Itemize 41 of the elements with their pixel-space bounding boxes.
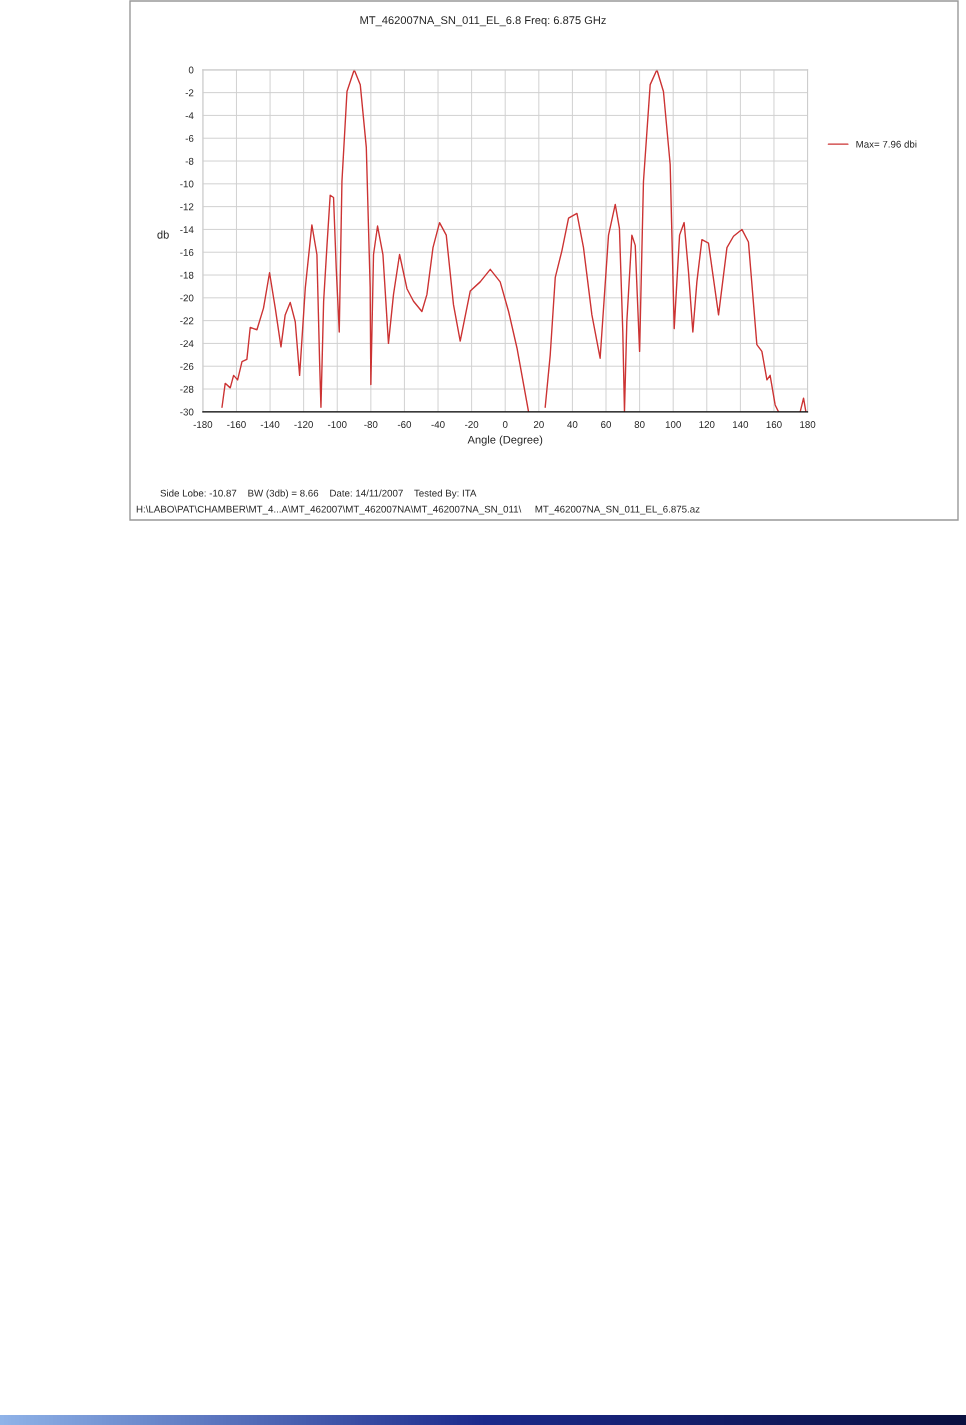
y-tick-label: -26 bbox=[180, 362, 194, 370]
y-tick-label: -4 bbox=[185, 112, 194, 119]
x-tick-label: -180 bbox=[193, 421, 213, 428]
y-tick-label: -18 bbox=[180, 271, 194, 279]
x-tick-label: 60 bbox=[601, 421, 612, 428]
x-tick-label: -160 bbox=[227, 421, 246, 428]
x-tick-label: -140 bbox=[260, 421, 280, 428]
text: H:\LABO\PAT\CHAMBER\MT_4...A\MT_462007\MT_462007NA\MT_462007NA_SN_011\ MT_462007NA_SN_011_EL_6.875.az bbox=[136, 505, 700, 515]
x-tick-label: -120 bbox=[294, 421, 313, 428]
x-tick-label: 20 bbox=[533, 421, 544, 428]
y-tick-label: -12 bbox=[180, 203, 194, 211]
legend-label: Max= 7.96 dbi bbox=[856, 140, 917, 148]
y-tick-label: -10 bbox=[180, 180, 194, 188]
x-tick-label: 0 bbox=[502, 421, 508, 428]
x-tick-label: -80 bbox=[364, 421, 378, 428]
x-axis-title: Angle (Degree) bbox=[467, 435, 543, 446]
text: Side Lobe: -10.87 BW (3db) = 8.66 Date: 14/11/2007 Tested By: ITA bbox=[160, 489, 477, 499]
y-tick-label: -22 bbox=[180, 317, 194, 325]
y-tick-label: -30 bbox=[180, 408, 194, 416]
y-tick-label: 0 bbox=[188, 66, 194, 74]
x-tick-label: 160 bbox=[766, 421, 782, 428]
x-tick-label: -40 bbox=[431, 421, 445, 428]
x-tick-label: 100 bbox=[665, 421, 681, 428]
x-tick-label: -100 bbox=[327, 421, 347, 428]
y-tick-label: -24 bbox=[180, 340, 194, 347]
x-tick-label: 180 bbox=[800, 421, 816, 428]
x-tick-label: 120 bbox=[699, 421, 715, 428]
y-tick-label: -8 bbox=[185, 157, 194, 165]
chart-title: MT_462007NA_SN_011_EL_6.8 Freq: 6.875 GHz bbox=[360, 16, 606, 27]
y-tick-label: -6 bbox=[185, 134, 194, 142]
y-tick-label: -16 bbox=[180, 248, 194, 256]
y-tick-label: -20 bbox=[180, 294, 194, 302]
x-tick-label: 140 bbox=[733, 421, 749, 428]
y-tick-label: -14 bbox=[180, 226, 194, 233]
x-tick-label: -20 bbox=[465, 421, 479, 428]
x-tick-label: 80 bbox=[634, 421, 645, 428]
x-tick-label: -60 bbox=[397, 421, 412, 428]
y-axis-title: db bbox=[157, 230, 169, 239]
x-tick-label: 40 bbox=[567, 421, 578, 428]
y-tick-label: -28 bbox=[180, 385, 194, 393]
y-tick-label: -2 bbox=[185, 89, 194, 97]
